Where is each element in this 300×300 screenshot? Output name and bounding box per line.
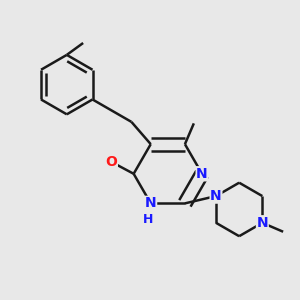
Text: N: N bbox=[145, 196, 157, 210]
Text: N: N bbox=[210, 189, 222, 203]
Text: N: N bbox=[196, 167, 208, 181]
Text: H: H bbox=[142, 213, 153, 226]
Text: O: O bbox=[105, 155, 117, 169]
Text: N: N bbox=[256, 216, 268, 230]
